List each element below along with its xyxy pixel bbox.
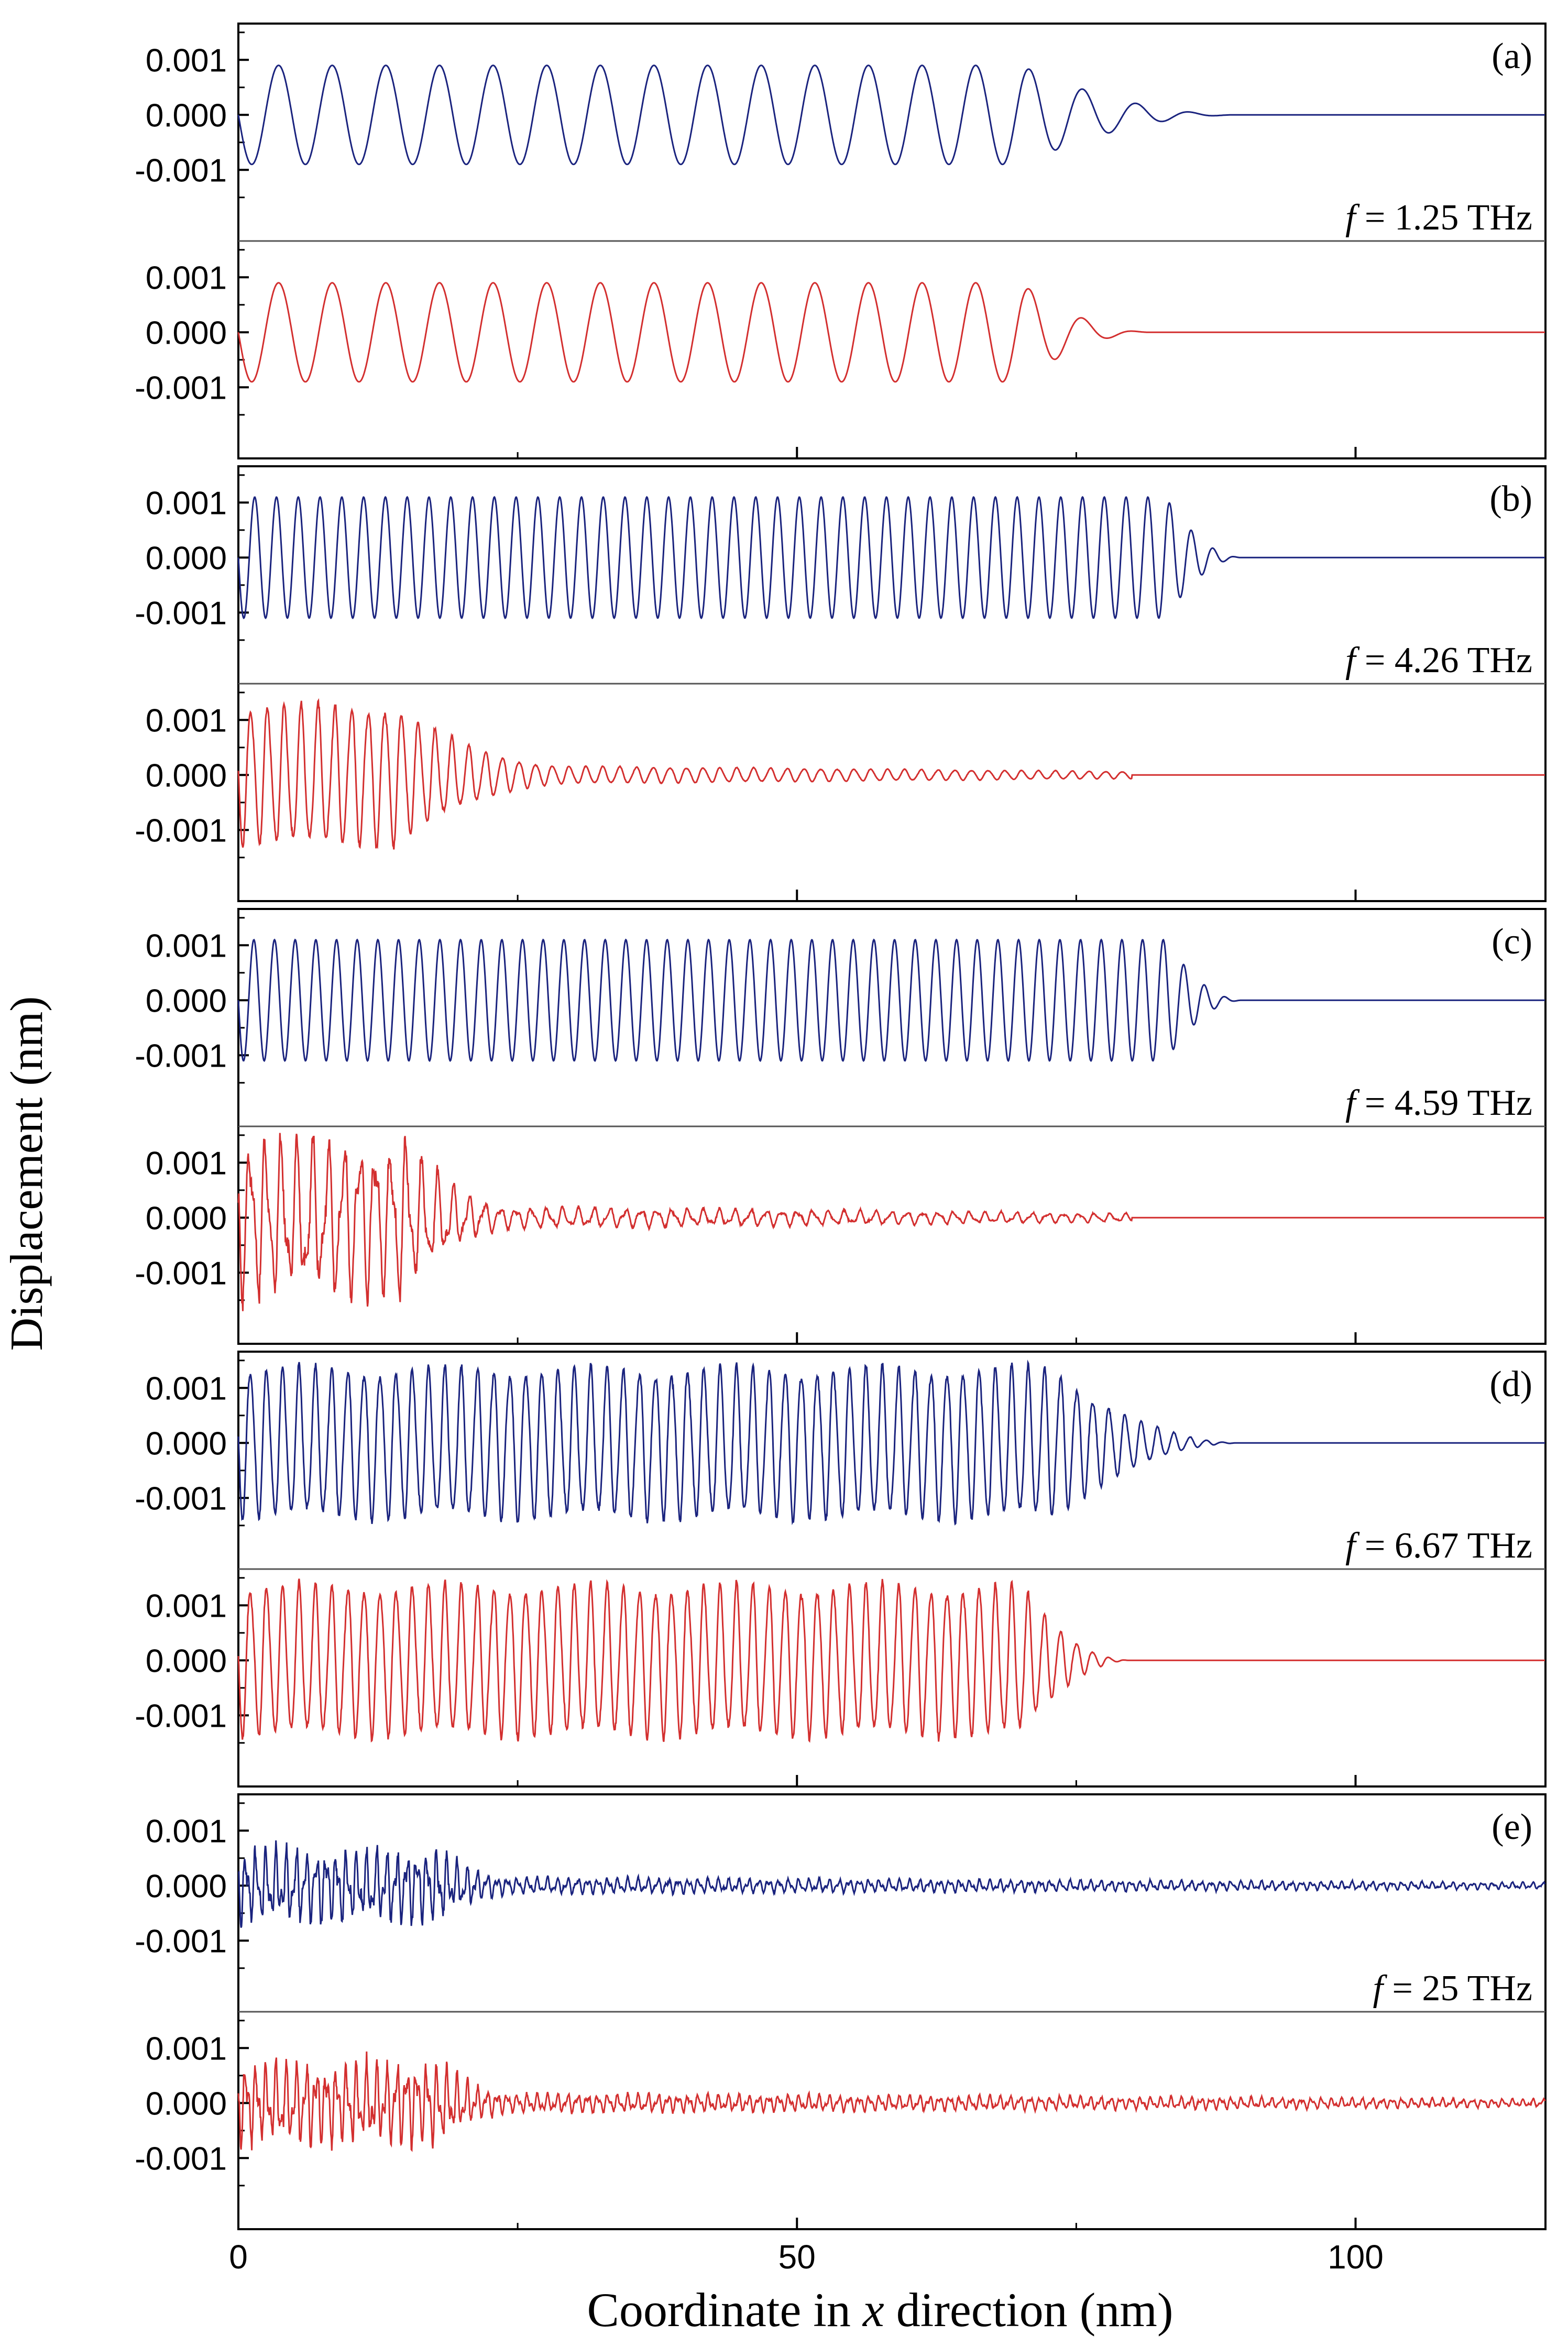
y-tick-label: -0.001: [135, 1038, 227, 1074]
panel-label: (e): [1492, 1807, 1532, 1847]
x-axis-label-suffix: direction (nm): [884, 2283, 1174, 2337]
frequency-label: f = 25 THz: [1373, 1968, 1532, 2009]
y-tick-label: 0.001: [146, 703, 227, 739]
y-tick-label: 0.000: [146, 983, 227, 1019]
panel-label: (b): [1489, 479, 1532, 519]
panel-label: (a): [1492, 36, 1532, 76]
frequency-symbol: f: [1345, 198, 1365, 238]
frequency-symbol: f: [1345, 640, 1365, 681]
frequency-symbol: f: [1345, 1083, 1365, 1123]
y-tick-label: 0.000: [146, 1200, 227, 1236]
y-tick-label: 0.001: [146, 485, 227, 521]
y-tick-label: -0.001: [135, 595, 227, 631]
y-tick-label: -0.001: [135, 370, 227, 406]
y-tick-label: 0.000: [146, 1868, 227, 1904]
y-tick-label: 0.001: [146, 1145, 227, 1181]
frequency-value: = 25 THz: [1392, 1968, 1532, 2009]
series-line-lower: [237, 2051, 1546, 2152]
series-line-lower: [237, 1133, 1545, 1311]
x-tick-label: 0: [229, 2238, 248, 2276]
frequency-label: f = 4.26 THz: [1345, 640, 1532, 681]
series-line-upper: [237, 64, 1545, 166]
frequency-symbol: f: [1345, 1526, 1365, 1566]
y-axis-label: Displacement (nm): [2, 996, 52, 1351]
frequency-value: = 1.25 THz: [1365, 198, 1532, 238]
y-tick-label: -0.001: [135, 152, 227, 189]
x-tick-label: 50: [778, 2238, 816, 2276]
y-tick-label: 0.001: [146, 928, 227, 964]
y-tick-label: 0.001: [146, 2031, 227, 2067]
frequency-label: f = 4.59 THz: [1345, 1083, 1532, 1123]
series-line-upper: [237, 1360, 1545, 1526]
x-axis-label: Coordinate in x direction (nm): [587, 2283, 1173, 2337]
series-line-lower: [237, 698, 1545, 850]
x-axis-label-prefix: Coordinate in: [587, 2283, 862, 2337]
series-line-upper: [237, 938, 1545, 1062]
y-tick-label: -0.001: [135, 1481, 227, 1517]
y-tick-label: -0.001: [135, 2141, 227, 2177]
y-tick-label: 0.001: [146, 1813, 227, 1849]
series-line-lower: [237, 282, 1545, 383]
y-tick-label: -0.001: [135, 813, 227, 849]
y-tick-label: 0.001: [146, 1588, 227, 1624]
y-tick-label: 0.001: [146, 260, 227, 296]
panel-label: (c): [1492, 922, 1532, 962]
panel-a: 0.001 0.000 -0.001 0.001 0.000 -0.001 (a) f = 1…: [135, 23, 1547, 459]
frequency-value: = 6.67 THz: [1365, 1526, 1532, 1566]
y-tick-label: 0.000: [146, 758, 227, 794]
panels-group: 0.001 0.000 -0.001 0.001 0.000 -0.001 (a) f = 1…: [135, 23, 1547, 2276]
y-tick-label: 0.001: [146, 1371, 227, 1407]
y-tick-label: 0.000: [146, 315, 227, 351]
y-tick-label: -0.001: [135, 1698, 227, 1734]
frequency-label: f = 1.25 THz: [1345, 198, 1532, 238]
frequency-label: f = 6.67 THz: [1345, 1526, 1532, 1566]
panel-e: 0.001 0.000 -0.001 0.001 0.000 -0.001 (e) f = 2…: [135, 1793, 1547, 2230]
y-tick-label: -0.001: [135, 1255, 227, 1291]
x-axis-label-variable: x: [862, 2283, 884, 2337]
y-tick-label: -0.001: [135, 1923, 227, 1959]
y-tick-label: 0.000: [146, 97, 227, 134]
y-tick-label: 0.000: [146, 2086, 227, 2122]
panel-label: (d): [1489, 1364, 1532, 1405]
y-tick-label: 0.000: [146, 1426, 227, 1462]
panel-c: 0.001 0.000 -0.001 0.001 0.000 -0.001 (c) f = 4…: [135, 908, 1547, 1345]
series-line-lower: [237, 1578, 1545, 1743]
frequency-value: = 4.26 THz: [1365, 640, 1532, 681]
frequency-value: = 4.59 THz: [1365, 1083, 1532, 1123]
panel-b: 0.001 0.000 -0.001 0.001 0.000 -0.001 (b) f = 4…: [135, 465, 1547, 902]
y-tick-label: 0.000: [146, 540, 227, 576]
series-line-upper: [238, 1840, 1546, 1928]
x-tick-label: 100: [1328, 2238, 1384, 2276]
frequency-symbol: f: [1373, 1968, 1392, 2009]
series-line-upper: [237, 496, 1545, 620]
y-tick-label: 0.001: [146, 42, 227, 79]
y-tick-label: 0.000: [146, 1643, 227, 1679]
panel-d: 0.001 0.000 -0.001 0.001 0.000 -0.001 (d) f = 6…: [135, 1351, 1547, 1788]
